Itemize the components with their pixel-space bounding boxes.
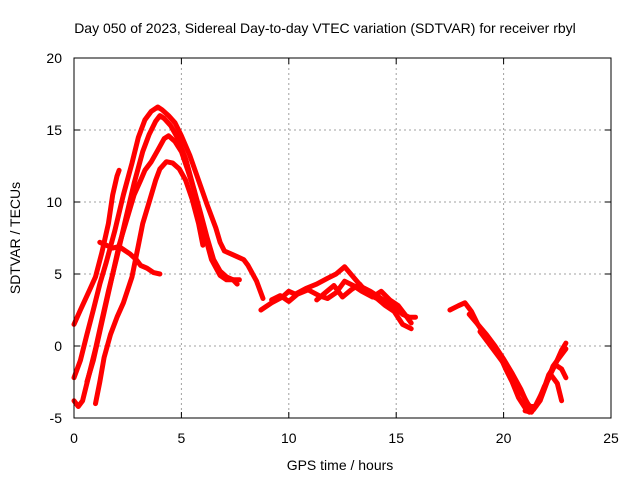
plot-frame xyxy=(73,57,612,419)
series-line-arc-9 xyxy=(314,281,414,332)
x-axis-label: GPS time / hours xyxy=(287,457,394,473)
series-line-arc-7 xyxy=(258,264,418,320)
y-tick-label: 20 xyxy=(46,50,62,66)
series-line-arc-1 xyxy=(71,167,122,327)
y-tick-label: 0 xyxy=(54,338,62,354)
series-line-arc-13 xyxy=(522,372,565,415)
series-line-arc-12 xyxy=(477,329,569,409)
x-tick-label: 15 xyxy=(388,430,404,446)
x-tick-label: 20 xyxy=(496,430,512,446)
x-tick-label: 0 xyxy=(70,430,78,446)
series-line-arc-2 xyxy=(71,104,266,381)
series-line-arc-8 xyxy=(269,278,414,326)
y-tick-label: 10 xyxy=(46,194,62,210)
x-tick-label: 10 xyxy=(281,430,297,446)
x-tick-label: 5 xyxy=(178,430,186,446)
y-tick-label: 15 xyxy=(46,122,62,138)
y-tick-label: -5 xyxy=(50,410,63,426)
series-line-arc-10 xyxy=(447,300,569,415)
series-line-arc-4 xyxy=(84,133,240,385)
chart-title: Day 050 of 2023, Sidereal Day-to-day VTE… xyxy=(74,20,576,36)
x-tick-label: 25 xyxy=(603,430,619,446)
axis-ticks: 0 5 10 15 20 25 -5 0 5 10 15 20 xyxy=(46,50,619,446)
series-line-arc-6 xyxy=(97,239,163,277)
data-series-group xyxy=(71,104,569,415)
y-axis-label: SDTVAR / TECUs xyxy=(7,182,23,294)
y-tick-label: 5 xyxy=(54,266,62,282)
series-line-arc-5 xyxy=(93,159,206,407)
